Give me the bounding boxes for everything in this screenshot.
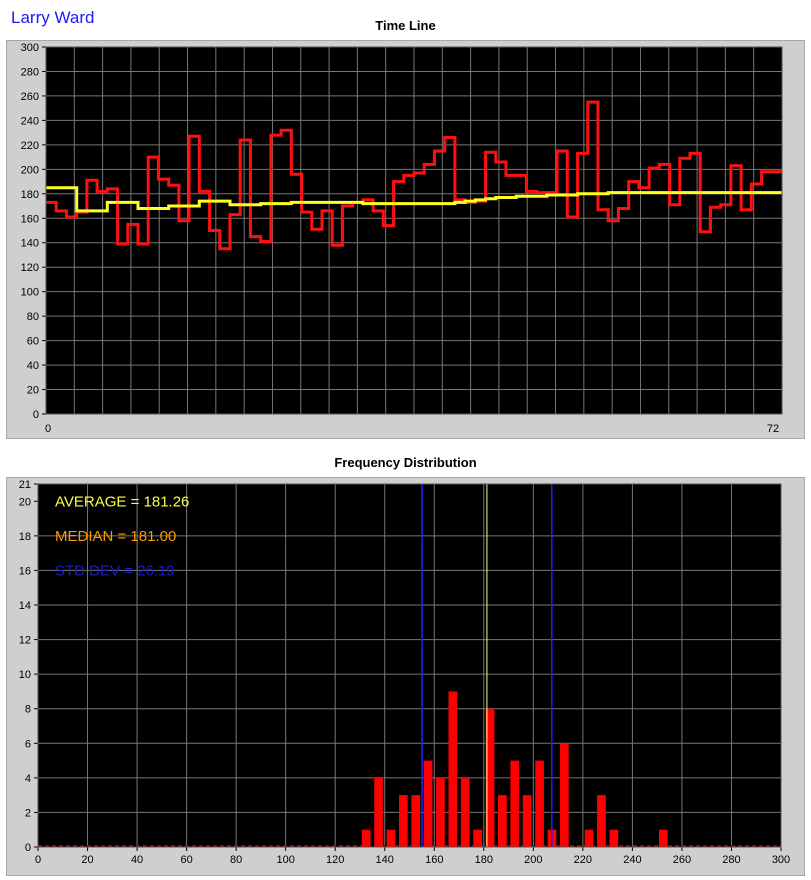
frequency-bar (361, 829, 371, 847)
frequency-bar (597, 795, 606, 847)
frequency-plot-border (37, 483, 782, 848)
frequency-x-tick-label: 300 (772, 854, 790, 866)
frequency-bar (374, 777, 383, 847)
timeline-y-tick-label: 280 (21, 66, 39, 78)
frequency-plot-area (38, 484, 781, 847)
frequency-bar (423, 760, 433, 847)
frequency-bar (399, 795, 408, 847)
frequency-y-tick-label: 10 (19, 669, 31, 681)
frequency-x-tick-label: 0 (35, 854, 41, 866)
frequency-x-tick-label: 140 (376, 854, 394, 866)
timeline-y-tick-label: 300 (21, 42, 39, 54)
frequency-x-tick-label: 260 (673, 854, 691, 866)
timeline-y-tick-label: 140 (21, 238, 39, 250)
frequency-bar (659, 829, 668, 847)
frequency-y-tick-label: 2 (25, 807, 31, 819)
user-name-label: Larry Ward (11, 8, 95, 27)
frequency-x-tick-label: 80 (230, 854, 242, 866)
frequency-bar (436, 777, 445, 847)
frequency-x-tick-label: 20 (81, 854, 93, 866)
frequency-y-tick-label: 18 (19, 531, 31, 543)
frequency-x-tick-label: 240 (623, 854, 641, 866)
frequency-x-tick-label: 180 (475, 854, 493, 866)
frequency-bar (411, 795, 421, 847)
frequency-bar (522, 795, 532, 847)
frequency-bar (560, 743, 569, 847)
timeline-chart-title: Time Line (375, 18, 436, 33)
timeline-y-tick-label: 40 (27, 360, 39, 372)
frequency-x-tick-label: 100 (276, 854, 294, 866)
timeline-x-tick-label: 0 (45, 423, 51, 435)
frequency-bar (448, 691, 458, 847)
frequency-x-tick-label: 280 (722, 854, 740, 866)
timeline-y-tick-label: 20 (27, 385, 39, 397)
frequency-bar (535, 760, 544, 847)
frequency-bar (584, 829, 594, 847)
frequency-y-tick-label: 6 (25, 738, 31, 750)
frequency-y-tick-label: 8 (25, 704, 31, 716)
timeline-y-tick-label: 0 (33, 409, 39, 421)
frequency-x-tick-label: 120 (326, 854, 344, 866)
frequency-y-tick-label: 4 (25, 773, 31, 785)
timeline-y-tick-label: 200 (21, 164, 39, 176)
frequency-bar (498, 795, 507, 847)
frequency-x-tick-label: 160 (425, 854, 443, 866)
median-annotation: MEDIAN = 181.00 (55, 528, 176, 545)
frequency-chart-title: Frequency Distribution (334, 455, 477, 470)
frequency-bar (460, 777, 470, 847)
frequency-x-tick-label: 40 (131, 854, 143, 866)
timeline-y-tick-label: 220 (21, 140, 39, 152)
frequency-bar (485, 708, 495, 847)
frequency-x-tick-label: 60 (180, 854, 192, 866)
timeline-y-tick-label: 60 (27, 336, 39, 348)
frequency-bar (510, 760, 520, 847)
frequency-y-tick-label: 14 (19, 600, 31, 612)
timeline-plot-border (45, 46, 783, 415)
frequency-x-tick-label: 220 (574, 854, 592, 866)
timeline-y-tick-label: 160 (21, 213, 39, 225)
timeline-series-raw (46, 100, 782, 251)
frequency-y-tick-label: 20 (19, 496, 31, 508)
timeline-y-tick-label: 260 (21, 91, 39, 103)
timeline-y-tick-label: 180 (21, 189, 39, 201)
frequency-y-tick-label: 16 (19, 565, 31, 577)
average-annotation: AVERAGE = 181.26 (55, 493, 189, 510)
frequency-y-tick-label: 21 (19, 479, 31, 491)
timeline-series-running-average (46, 186, 782, 213)
frequency-x-tick-label: 200 (524, 854, 542, 866)
frequency-bar (386, 829, 396, 847)
timeline-y-tick-label: 120 (21, 262, 39, 274)
frequency-y-tick-label: 0 (25, 842, 31, 854)
std-dev-annotation: STD DEV = 26.19 (55, 562, 175, 579)
timeline-y-tick-label: 80 (27, 311, 39, 323)
frequency-bar (609, 829, 619, 847)
frequency-y-tick-label: 12 (19, 635, 31, 647)
timeline-x-tick-label: 72 (767, 423, 779, 435)
timeline-y-tick-label: 240 (21, 115, 39, 127)
frequency-bar (473, 829, 482, 847)
timeline-y-tick-label: 100 (21, 287, 39, 299)
